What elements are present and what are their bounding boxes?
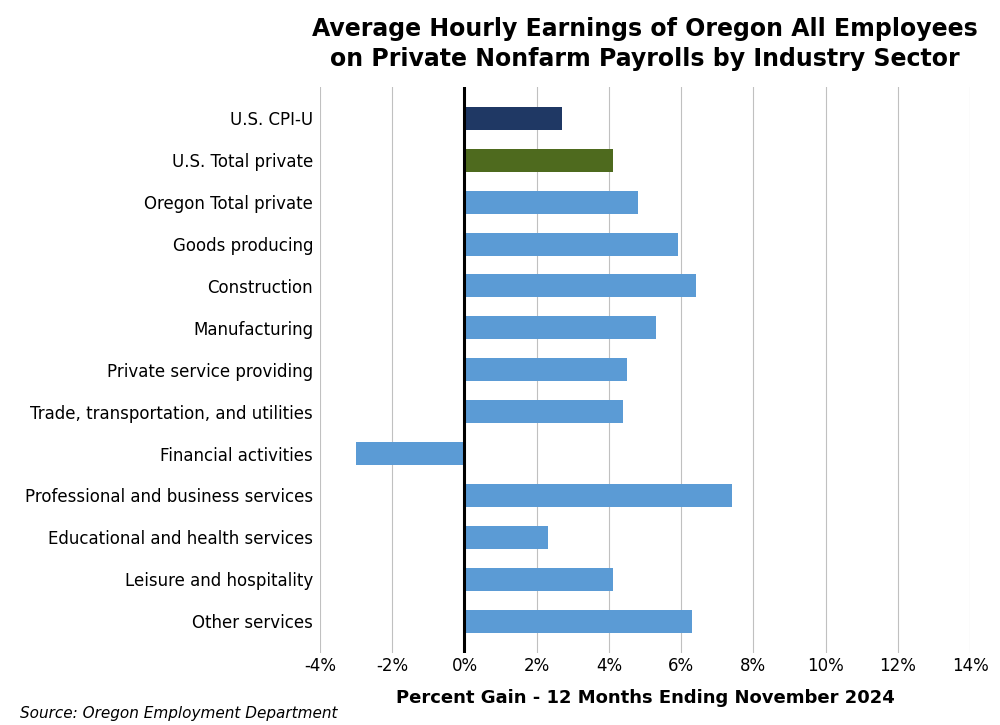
Bar <box>464 316 656 339</box>
Bar <box>464 484 732 507</box>
Bar <box>464 526 548 549</box>
Bar <box>464 149 612 172</box>
X-axis label: Percent Gain - 12 Months Ending November 2024: Percent Gain - 12 Months Ending November… <box>396 689 894 708</box>
Bar <box>464 610 692 633</box>
Bar <box>464 358 627 381</box>
Bar <box>464 191 638 214</box>
Bar <box>464 400 623 423</box>
Bar <box>464 107 562 130</box>
Title: Average Hourly Earnings of Oregon All Employees
on Private Nonfarm Payrolls by I: Average Hourly Earnings of Oregon All Em… <box>312 17 978 71</box>
Text: Source: Oregon Employment Department: Source: Oregon Employment Department <box>20 706 338 721</box>
Bar <box>464 568 612 591</box>
Bar <box>464 233 678 256</box>
Bar <box>464 275 696 297</box>
Bar <box>356 442 464 465</box>
